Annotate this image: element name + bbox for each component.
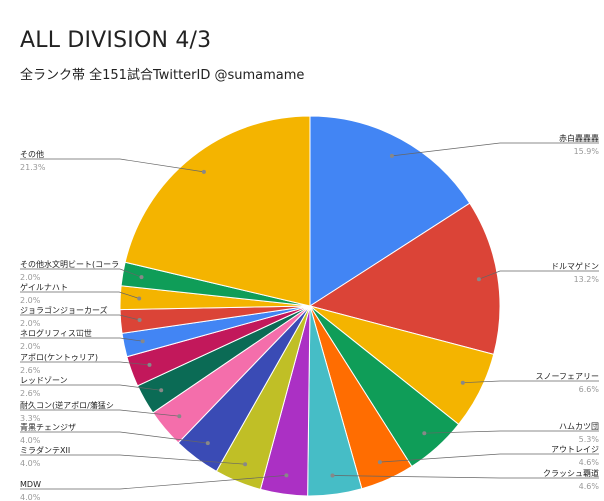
slice-percent: 4.0% <box>20 459 41 468</box>
pie-slice <box>309 115 471 307</box>
slice-label: ネログリフィス冚世 <box>20 328 92 338</box>
slice-percent: 2.0% <box>20 296 41 305</box>
slice-percent: 4.0% <box>20 436 41 445</box>
slice-label: その他水文明ビート(コーラ <box>20 259 119 269</box>
leader-line <box>20 384 162 391</box>
leader-dot <box>243 462 248 467</box>
leader-dot <box>460 380 465 385</box>
slice-label: ジョラゴンジョーカーズ <box>20 305 108 315</box>
leader-line <box>20 361 150 366</box>
slice-percent: 2.0% <box>20 342 41 351</box>
leader-line <box>20 158 204 173</box>
slice-percent: 21.3% <box>20 163 46 172</box>
leader-dot <box>147 362 152 367</box>
slice-percent: 4.6% <box>579 458 600 467</box>
slice-label: その他 <box>20 149 44 159</box>
slice-label: スノーフェアリー <box>535 372 599 381</box>
leader-dot <box>140 339 145 344</box>
leader-line <box>478 270 599 280</box>
leader-line <box>20 475 287 490</box>
slice-label: 赤白轟轟轟 <box>559 133 599 143</box>
leader-dot <box>139 275 144 280</box>
slice-label: ゲイルナハト <box>20 282 68 292</box>
slice-label: クラッシュ覇道 <box>543 468 599 478</box>
leader-line <box>20 431 208 444</box>
leader-dot <box>205 441 210 446</box>
leader-dot <box>137 296 142 301</box>
slice-label: ミラダンテXII <box>20 445 70 455</box>
leader-line <box>379 453 599 463</box>
leader-line <box>20 268 142 278</box>
slice-percent: 6.6% <box>579 385 600 394</box>
slice-label: アウトレイジ <box>551 445 599 454</box>
pie-slice <box>124 115 311 307</box>
slice-label: ドルマゲドン <box>551 261 599 271</box>
slice-label: MDW <box>20 480 41 489</box>
leader-line <box>20 337 143 342</box>
leader-dot <box>201 169 206 174</box>
slice-percent: 15.9% <box>574 147 600 156</box>
slice-label: ハムカツ団 <box>559 422 599 431</box>
slice-label: アポロ(ケントゥリア) <box>20 353 98 362</box>
leader-dot <box>476 277 481 282</box>
pie-slices <box>119 115 501 497</box>
slice-percent: 13.2% <box>574 275 600 284</box>
leader-line <box>424 430 599 434</box>
leader-dot <box>159 388 164 393</box>
leader-line <box>462 380 599 384</box>
slice-percent: 4.6% <box>579 482 600 491</box>
leader-dot <box>284 473 289 478</box>
slice-label: 青黒チェンジザ <box>20 422 76 432</box>
slice-percent: 2.0% <box>20 319 41 328</box>
leader-dot <box>377 460 382 465</box>
slice-percent: 2.6% <box>20 366 41 375</box>
slice-percent: 2.6% <box>20 389 41 398</box>
leader-line <box>20 314 140 321</box>
pie-labels: 赤白轟轟轟 15.9% ドルマゲドン 13.2% スノーフェアリー 6.6% ハムカツ団 5.… <box>20 133 599 501</box>
chart-title: ALL DIVISION 4/3 <box>20 28 212 53</box>
pie-slice <box>308 202 501 356</box>
leader-line <box>20 291 140 299</box>
leader-dot <box>177 414 182 419</box>
leader-line <box>20 454 246 465</box>
slice-label: レッドゾーン <box>20 376 68 385</box>
leader-line <box>20 409 180 417</box>
leader-dot <box>389 153 394 158</box>
slice-percent: 3.3% <box>20 414 41 423</box>
leader-dot <box>137 318 142 322</box>
slice-label: 耐久コン(逆アポロ/藩猛シ <box>20 400 114 410</box>
leader-dot <box>422 431 427 436</box>
slice-percent: 5.3% <box>579 435 600 444</box>
slice-percent: 4.0% <box>20 493 41 501</box>
slice-percent: 2.0% <box>20 273 41 282</box>
leader-line <box>391 142 599 157</box>
leader-line <box>332 475 599 479</box>
chart-subtitle: 全ランク帯 全151試合TwitterID @sumamame <box>20 68 305 83</box>
leader-dot <box>330 473 335 478</box>
